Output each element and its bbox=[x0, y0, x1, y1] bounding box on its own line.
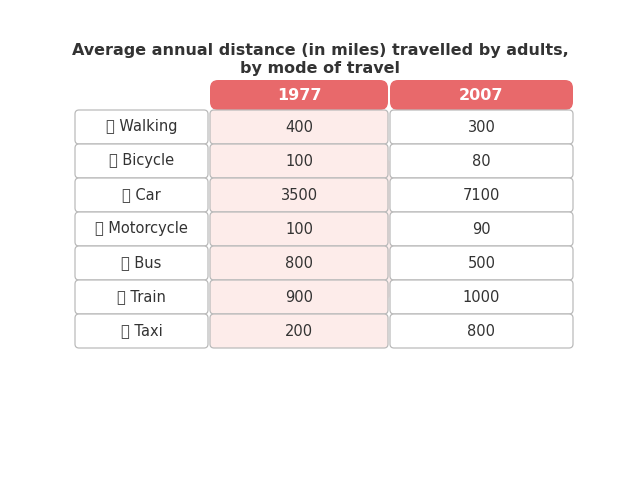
Text: 200: 200 bbox=[285, 324, 313, 338]
Text: Average annual distance (in miles) travelled by adults,: Average annual distance (in miles) trave… bbox=[72, 43, 568, 58]
FancyBboxPatch shape bbox=[390, 314, 573, 348]
FancyBboxPatch shape bbox=[75, 280, 208, 314]
Text: 900: 900 bbox=[285, 289, 313, 304]
Text: 🚂 Train: 🚂 Train bbox=[117, 289, 166, 304]
FancyBboxPatch shape bbox=[210, 110, 388, 144]
Text: 800: 800 bbox=[467, 324, 495, 338]
FancyBboxPatch shape bbox=[210, 80, 388, 110]
Text: 🚖 Taxi: 🚖 Taxi bbox=[120, 324, 163, 338]
FancyBboxPatch shape bbox=[75, 144, 208, 178]
Text: 🚗 Car: 🚗 Car bbox=[122, 188, 161, 203]
FancyBboxPatch shape bbox=[390, 212, 573, 246]
Text: 1977: 1977 bbox=[276, 87, 321, 103]
FancyBboxPatch shape bbox=[390, 280, 573, 314]
Ellipse shape bbox=[219, 128, 415, 330]
FancyBboxPatch shape bbox=[210, 314, 388, 348]
Text: 3500: 3500 bbox=[280, 188, 317, 203]
FancyBboxPatch shape bbox=[75, 178, 208, 212]
Text: 🚶 Walking: 🚶 Walking bbox=[106, 120, 177, 134]
Text: 1000: 1000 bbox=[463, 289, 500, 304]
FancyBboxPatch shape bbox=[390, 80, 573, 110]
FancyBboxPatch shape bbox=[75, 314, 208, 348]
FancyBboxPatch shape bbox=[390, 178, 573, 212]
FancyBboxPatch shape bbox=[390, 246, 573, 280]
FancyBboxPatch shape bbox=[75, 246, 208, 280]
FancyBboxPatch shape bbox=[210, 144, 388, 178]
FancyBboxPatch shape bbox=[390, 144, 573, 178]
Text: 100: 100 bbox=[285, 221, 313, 237]
FancyBboxPatch shape bbox=[390, 110, 573, 144]
Text: 7100: 7100 bbox=[463, 188, 500, 203]
Text: by mode of travel: by mode of travel bbox=[240, 60, 400, 75]
Text: 400: 400 bbox=[285, 120, 313, 134]
FancyBboxPatch shape bbox=[75, 212, 208, 246]
FancyBboxPatch shape bbox=[210, 178, 388, 212]
Text: 800: 800 bbox=[285, 255, 313, 271]
Text: 🚲 Bicycle: 🚲 Bicycle bbox=[109, 154, 174, 168]
FancyBboxPatch shape bbox=[75, 110, 208, 144]
Text: 100: 100 bbox=[285, 154, 313, 168]
FancyBboxPatch shape bbox=[210, 280, 388, 314]
Text: 2007: 2007 bbox=[460, 87, 504, 103]
FancyBboxPatch shape bbox=[210, 246, 388, 280]
Text: 90: 90 bbox=[472, 221, 491, 237]
Text: 🏄 Motorcycle: 🏄 Motorcycle bbox=[95, 221, 188, 237]
Text: 80: 80 bbox=[472, 154, 491, 168]
Text: 🚌 Bus: 🚌 Bus bbox=[122, 255, 162, 271]
Text: 300: 300 bbox=[468, 120, 495, 134]
FancyBboxPatch shape bbox=[210, 212, 388, 246]
Text: 500: 500 bbox=[467, 255, 495, 271]
